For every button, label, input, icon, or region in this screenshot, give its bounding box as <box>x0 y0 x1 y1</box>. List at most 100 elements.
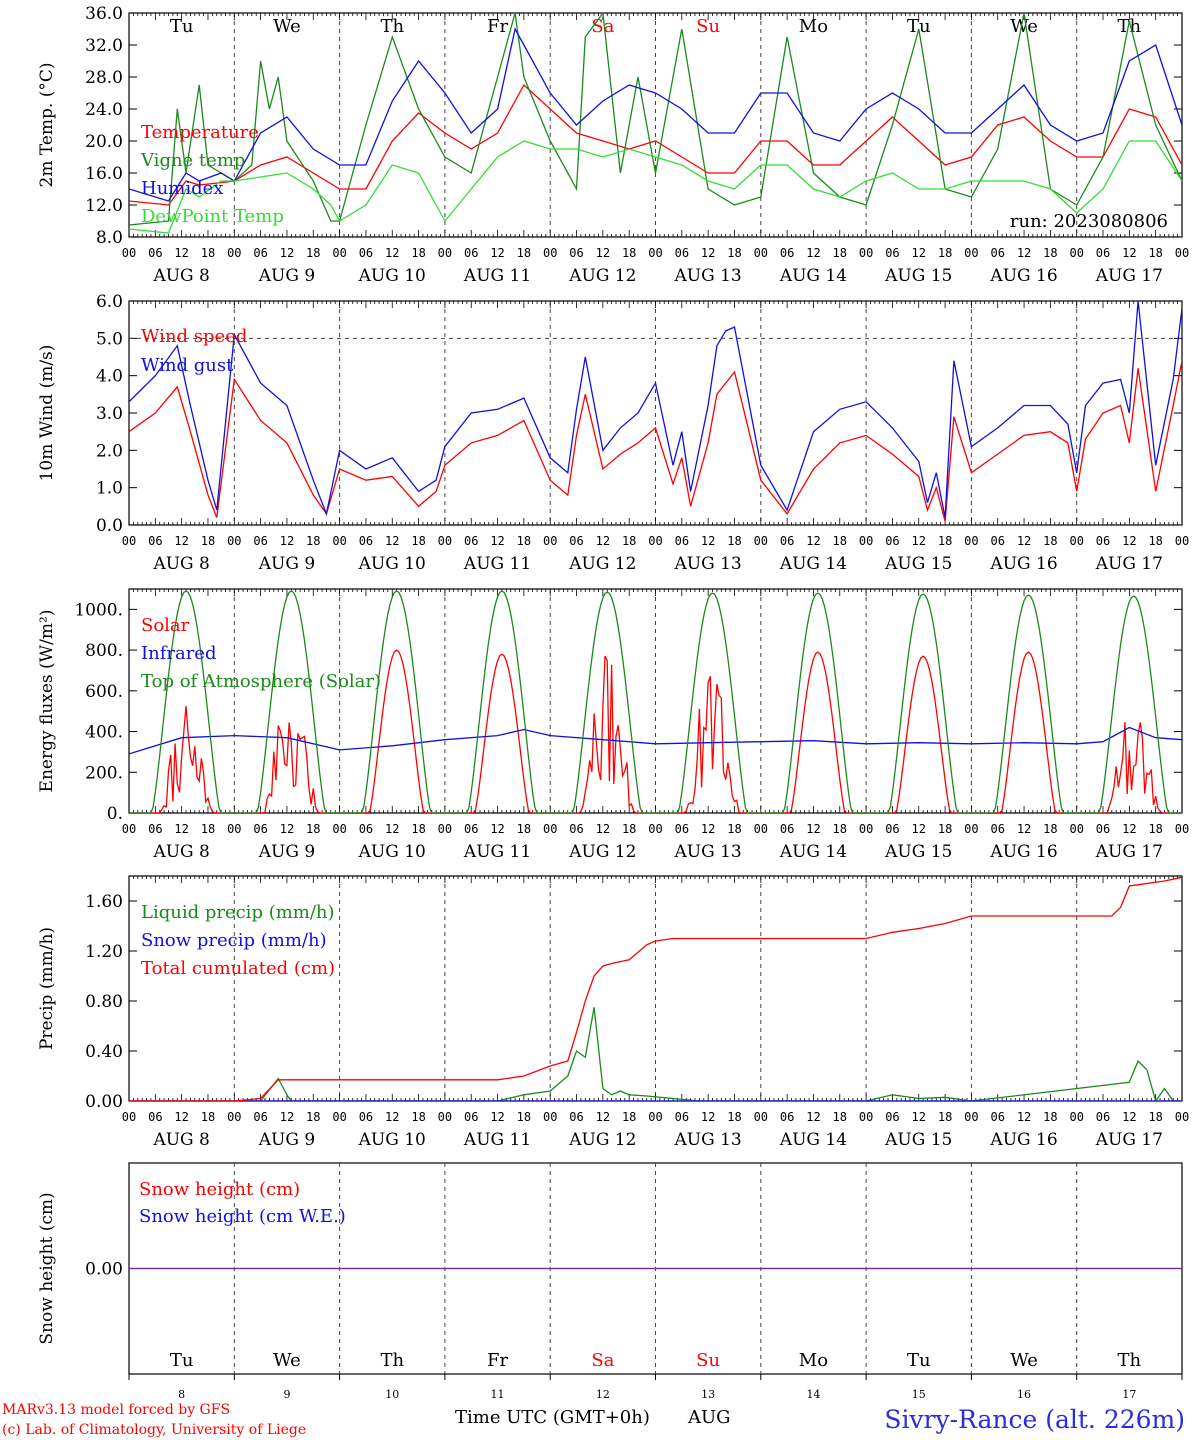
hour-tick-label: 18 <box>622 534 636 548</box>
y-tick-label: 12.0 <box>85 196 123 216</box>
series-line <box>129 301 1182 518</box>
date-label: AUG 12 <box>568 1130 636 1150</box>
weekday-label: Tu <box>170 1350 194 1371</box>
hour-tick-label: 06 <box>253 822 267 836</box>
hour-tick-label: 12 <box>1017 1110 1031 1124</box>
hour-tick-label: 12 <box>174 246 188 260</box>
series-line <box>129 876 1182 1101</box>
hour-tick-label: 06 <box>885 534 899 548</box>
hour-tick-label: 18 <box>938 1110 952 1124</box>
hour-tick-label: 00 <box>543 534 557 548</box>
date-label: AUG 13 <box>674 266 742 286</box>
hour-tick-label: 06 <box>253 534 267 548</box>
y-tick-label: 28.0 <box>85 68 123 88</box>
weekday-label: Mo <box>799 1350 828 1371</box>
weekday-label: Tu <box>907 16 931 37</box>
hour-tick-label: 00 <box>122 534 136 548</box>
hour-tick-label: 12 <box>280 822 294 836</box>
hour-tick-label: 12 <box>490 534 504 548</box>
hour-tick-label: 06 <box>885 246 899 260</box>
y-axis-title: Snow height (cm) <box>37 1192 57 1344</box>
hour-tick-label: 06 <box>675 534 689 548</box>
date-label: AUG 10 <box>358 554 426 574</box>
hour-tick-label: 06 <box>780 534 794 548</box>
hour-tick-label: 18 <box>517 822 531 836</box>
hour-tick-label: 12 <box>280 246 294 260</box>
date-label: AUG 15 <box>884 842 952 862</box>
y-tick-label: 0.0 <box>96 516 123 536</box>
hour-tick-label: 06 <box>569 246 583 260</box>
weekday-label: We <box>273 16 301 37</box>
hour-tick-label: 00 <box>754 534 768 548</box>
date-label: AUG 17 <box>1095 266 1163 286</box>
hour-tick-label: 18 <box>1148 1110 1162 1124</box>
hour-tick-label: 18 <box>1148 246 1162 260</box>
y-tick-label: 800. <box>85 641 123 661</box>
date-label: AUG 11 <box>463 1130 531 1150</box>
hour-tick-label: 00 <box>859 534 873 548</box>
hour-tick-label: 00 <box>438 822 452 836</box>
day-number-label: 12 <box>596 1388 610 1401</box>
day-number-label: 11 <box>491 1388 505 1401</box>
date-label: AUG 8 <box>152 266 209 286</box>
hour-tick-label: 00 <box>227 246 241 260</box>
hour-tick-label: 12 <box>385 246 399 260</box>
hour-tick-label: 12 <box>385 534 399 548</box>
hour-tick-label: 18 <box>727 1110 741 1124</box>
series-group <box>129 13 1182 234</box>
legend-entry: Infrared <box>141 643 216 664</box>
date-label: AUG 17 <box>1095 554 1163 574</box>
hour-tick-label: 12 <box>701 1110 715 1124</box>
hour-tick-label: 12 <box>912 534 926 548</box>
hour-tick-label: 18 <box>833 246 847 260</box>
station-name: Sivry-Rance (alt. 226m) <box>884 1405 1185 1434</box>
series-line <box>129 13 1182 226</box>
hour-tick-label: 18 <box>1043 822 1057 836</box>
hour-tick-label: 18 <box>1148 534 1162 548</box>
hour-tick-label: 06 <box>569 822 583 836</box>
date-label: AUG 13 <box>674 842 742 862</box>
hour-tick-label: 18 <box>201 1110 215 1124</box>
series-line <box>129 726 1182 755</box>
hour-tick-label: 18 <box>727 246 741 260</box>
hour-tick-label: 12 <box>490 1110 504 1124</box>
date-label: AUG 8 <box>152 554 209 574</box>
hour-tick-label: 00 <box>438 246 452 260</box>
day-number-label: 14 <box>806 1388 820 1401</box>
hour-tick-label: 18 <box>306 246 320 260</box>
weekday-label: Fr <box>487 1350 508 1371</box>
weekday-label: Mo <box>799 16 828 37</box>
day-number-label: 16 <box>1017 1388 1031 1401</box>
hour-tick-label: 00 <box>648 822 662 836</box>
hour-tick-label: 12 <box>596 534 610 548</box>
hour-tick-label: 06 <box>675 822 689 836</box>
hour-tick-label: 06 <box>464 1110 478 1124</box>
hour-tick-label: 00 <box>648 246 662 260</box>
hour-tick-label: 12 <box>1122 822 1136 836</box>
hour-tick-label: 00 <box>227 1110 241 1124</box>
hour-tick-label: 06 <box>148 822 162 836</box>
hour-tick-label: 06 <box>1096 1110 1110 1124</box>
y-tick-label: 1.0 <box>96 479 123 499</box>
date-label: AUG 9 <box>258 842 315 862</box>
hour-tick-label: 00 <box>859 1110 873 1124</box>
panel-1: 00 06 12 18 AUG 8 00 06 12 18 AUG 9 00 06 12 18 AUG 10… <box>37 4 1189 286</box>
x-axis-title: Time UTC (GMT+0h) <box>455 1407 650 1428</box>
hour-tick-label: 06 <box>780 1110 794 1124</box>
hour-tick-label: 18 <box>411 1110 425 1124</box>
date-label: AUG 15 <box>884 1130 952 1150</box>
y-tick-label: 32.0 <box>85 36 123 56</box>
hour-tick-label: 06 <box>148 1110 162 1124</box>
date-label: AUG 16 <box>989 266 1057 286</box>
hour-tick-label: 18 <box>833 822 847 836</box>
legend-entry: Total cumulated (cm) <box>141 958 335 979</box>
legend-entry: Wind speed <box>141 326 247 347</box>
y-tick-label: 36.0 <box>85 4 123 24</box>
hour-tick-label: 12 <box>806 822 820 836</box>
legend-entry: Humidex <box>141 178 223 199</box>
y-tick-label: 1.20 <box>85 942 123 962</box>
panel-2: 00 06 12 18 AUG 8 00 06 12 18 AUG 9 00 06 12 18 AUG 10… <box>37 292 1189 574</box>
date-label: AUG 11 <box>463 842 531 862</box>
hour-tick-label: 00 <box>122 1110 136 1124</box>
hour-tick-label: 00 <box>754 822 768 836</box>
